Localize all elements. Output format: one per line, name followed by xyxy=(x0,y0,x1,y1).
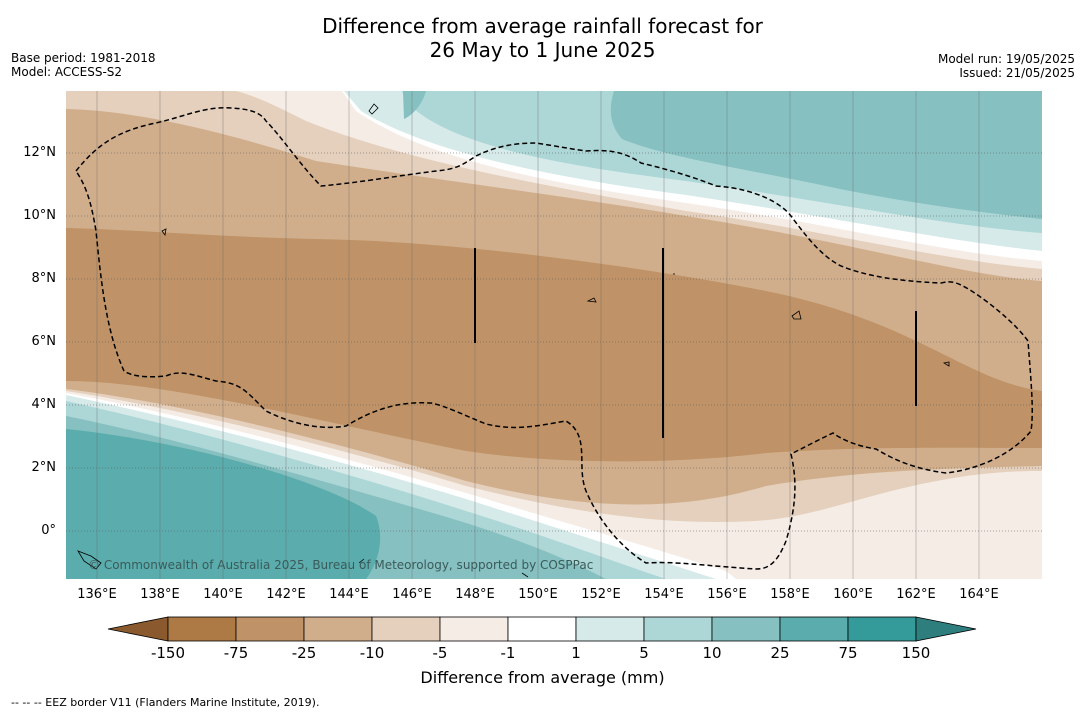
lon-label: 140°E xyxy=(203,587,243,602)
lon-label: 144°E xyxy=(329,587,369,602)
lon-label: 154°E xyxy=(644,587,684,602)
band-north-25p-pocket xyxy=(403,91,426,119)
colorbar-tick-label: -75 xyxy=(223,644,249,662)
colorbar-tick-label: 150 xyxy=(901,644,931,662)
colorbar-segment xyxy=(779,616,849,642)
lon-label: 158°E xyxy=(770,587,810,602)
colorbar-segment xyxy=(643,616,713,642)
lon-label: 160°E xyxy=(833,587,873,602)
colorbar-arrow-left xyxy=(107,616,169,642)
colorbar-tick-label: -5 xyxy=(432,644,448,662)
island-outlines xyxy=(77,103,950,578)
colorbar-segment xyxy=(575,616,645,642)
colorbar-tick-label: -1 xyxy=(500,644,516,662)
colorbar-arrow-right xyxy=(915,616,977,642)
colorbar-tick-label: 5 xyxy=(639,644,649,662)
colorbar-segment xyxy=(371,616,441,642)
lon-label: 152°E xyxy=(581,587,621,602)
colorbar-boxes xyxy=(107,616,977,642)
lat-label: 10°N xyxy=(23,208,56,223)
colorbar-segment xyxy=(235,616,305,642)
colorbar-tick-label: 1 xyxy=(571,644,581,662)
issued-date: Issued: 21/05/2025 xyxy=(959,66,1075,80)
model-name: Model: ACCESS-S2 xyxy=(11,65,123,79)
lon-label: 148°E xyxy=(455,587,495,602)
lon-label: 138°E xyxy=(140,587,180,602)
model-run-date: Model run: 19/05/2025 xyxy=(937,52,1075,66)
lon-label: 146°E xyxy=(392,587,432,602)
map-title: Difference from average rainfall forecas… xyxy=(0,14,1085,62)
band-north-10p xyxy=(610,91,1042,219)
latitude-gridlines xyxy=(66,152,1042,532)
colorbar-tick-label: -25 xyxy=(291,644,317,662)
base-period: Base period: 1981-2018 xyxy=(11,51,156,65)
colorbar-tick-label: 10 xyxy=(702,644,722,662)
colorbar-segment xyxy=(847,616,917,642)
trajectory-markers xyxy=(474,248,917,438)
title-line-1: Difference from average rainfall forecas… xyxy=(322,14,763,38)
lon-label: 136°E xyxy=(77,587,117,602)
rainfall-map xyxy=(66,91,1042,579)
colorbar-tick-label: 75 xyxy=(838,644,858,662)
lat-label: 4°N xyxy=(31,397,57,412)
colorbar-label: Difference from average (mm) xyxy=(420,668,665,687)
run-info: Model run: 19/05/2025 Issued: 21/05/2025 xyxy=(938,52,1075,80)
colorbar-segment xyxy=(439,616,509,642)
eez-footnote: -- -- -- EEZ border V11 (Flanders Marine… xyxy=(11,696,320,709)
lat-label: 2°N xyxy=(31,460,57,475)
colorbar-segment xyxy=(167,616,237,642)
model-info: Base period: 1981-2018 Model: ACCESS-S2 xyxy=(11,51,156,79)
lon-label: 150°E xyxy=(518,587,558,602)
colorbar-segment xyxy=(303,616,373,642)
lat-label: 0° xyxy=(41,523,56,538)
map-svg xyxy=(66,91,1042,579)
colorbar-tick-label: -10 xyxy=(359,644,385,662)
colorbar-segment xyxy=(507,616,577,642)
lat-label: 12°N xyxy=(23,145,56,160)
lat-label: 8°N xyxy=(31,271,57,286)
colorbar-tick-label: 25 xyxy=(770,644,790,662)
title-line-2: 26 May to 1 June 2025 xyxy=(429,38,656,62)
lon-label: 142°E xyxy=(266,587,306,602)
lon-label: 164°E xyxy=(959,587,999,602)
copyright-notice: © Commonwealth of Australia 2025, Bureau… xyxy=(88,558,594,572)
lon-label: 162°E xyxy=(896,587,936,602)
lon-label: 156°E xyxy=(707,587,747,602)
eez-border xyxy=(75,107,1033,570)
colorbar-tick-label: -150 xyxy=(150,644,186,662)
colorbar-segment xyxy=(711,616,781,642)
lat-label: 6°N xyxy=(31,334,57,349)
